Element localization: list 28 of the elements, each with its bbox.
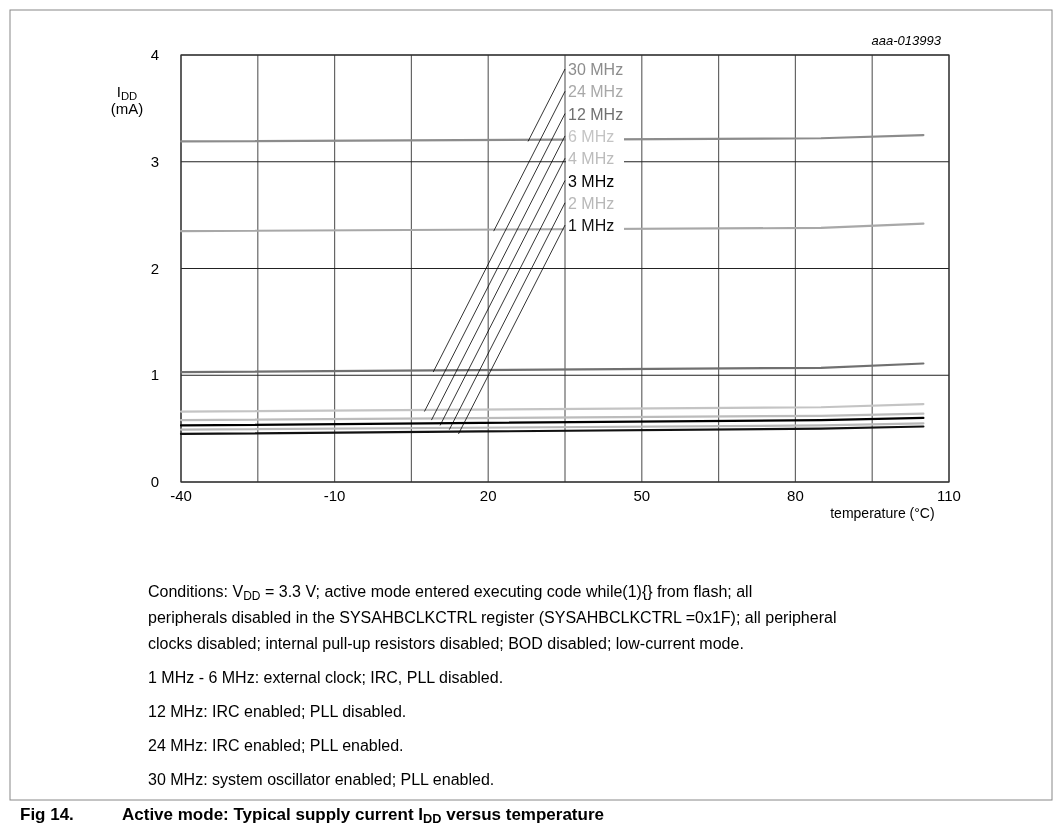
x-tick-label: 20 [479,487,497,504]
y-tick-label: 1 [150,366,159,384]
text: 24 MHz [568,83,624,101]
chart-title: Fig 14. Active mode: Typical supply current I$_{DD}$ versus temperature [20,805,604,827]
x-tick-label: -40 [170,487,192,504]
text: 30 MHz [568,61,624,78]
x-tick-label: 110 [937,487,961,504]
y-tick-label: 2 [150,259,159,277]
x-tick-label: 80 [787,487,804,504]
text: 1 MHz - 6 MHz: external clock; IRC, PLL disabled. [148,669,504,686]
text: 30 MHz: system oscillator enabled; PLL enabled. [148,771,495,788]
text: Conditions: V$_{DD}$ = 3.3 V; active mode entered executing code while(1){} from flash; all peripherals disabled in the SYSAHBCLKCTRL register (SYSAHBCLKCTRL =0x1F); all peripheral clocks disabled; internal pull-up resistors disabled; BOD disabled; low-current mode. [148,583,837,652]
x-tick-label: -10 [323,487,346,504]
x-tick-label: 50 [633,487,651,504]
y-tick-label: 4 [150,46,159,63]
text: 6 MHz [568,127,615,145]
y-tick-label: 0 [150,473,159,490]
text: 24 MHz: IRC enabled; PLL enabled. [148,737,404,754]
text: 3 MHz [568,172,615,190]
text: 2 MHz [568,194,615,212]
text: 1 MHz [568,217,615,235]
x-axis-title: temperature (°C) [830,505,935,521]
y-tick-label: 3 [150,152,159,170]
y-axis-title: I$_{DD}$ (mA) [110,83,144,117]
text: 12 MHz [568,105,624,123]
text: 4 MHz [568,150,615,168]
text: 12 MHz: IRC enabled; PLL disabled. [148,703,407,720]
text: aaa-013993 [871,33,942,48]
